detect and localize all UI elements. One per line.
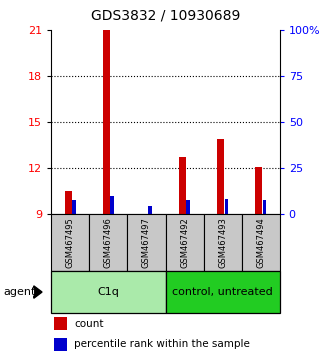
- Text: GSM467494: GSM467494: [256, 217, 265, 268]
- Bar: [186, 200, 190, 214]
- Bar: [103, 30, 110, 214]
- Bar: [54, 338, 67, 351]
- Bar: [51, 271, 166, 313]
- Bar: [166, 214, 204, 271]
- Text: agent: agent: [3, 287, 36, 297]
- Bar: [204, 214, 242, 271]
- Bar: [51, 214, 89, 271]
- Bar: [148, 206, 152, 214]
- Bar: [110, 196, 114, 214]
- Text: GSM467496: GSM467496: [104, 217, 113, 268]
- Text: GDS3832 / 10930689: GDS3832 / 10930689: [91, 9, 240, 23]
- Bar: [255, 167, 262, 214]
- Text: GSM467495: GSM467495: [66, 217, 75, 268]
- Bar: [179, 158, 186, 214]
- Bar: [262, 200, 266, 214]
- Bar: [166, 271, 280, 313]
- Text: GSM467497: GSM467497: [142, 217, 151, 268]
- Bar: [72, 200, 76, 214]
- Bar: [217, 139, 224, 214]
- Bar: [89, 214, 127, 271]
- Text: count: count: [74, 319, 104, 329]
- Text: control, untreated: control, untreated: [172, 287, 273, 297]
- Bar: [65, 191, 72, 214]
- Bar: [224, 199, 228, 214]
- Text: percentile rank within the sample: percentile rank within the sample: [74, 339, 250, 349]
- Text: GSM467492: GSM467492: [180, 217, 189, 268]
- Text: C1q: C1q: [97, 287, 119, 297]
- Bar: [127, 214, 166, 271]
- Bar: [54, 318, 67, 330]
- Bar: [242, 214, 280, 271]
- Text: GSM467493: GSM467493: [218, 217, 227, 268]
